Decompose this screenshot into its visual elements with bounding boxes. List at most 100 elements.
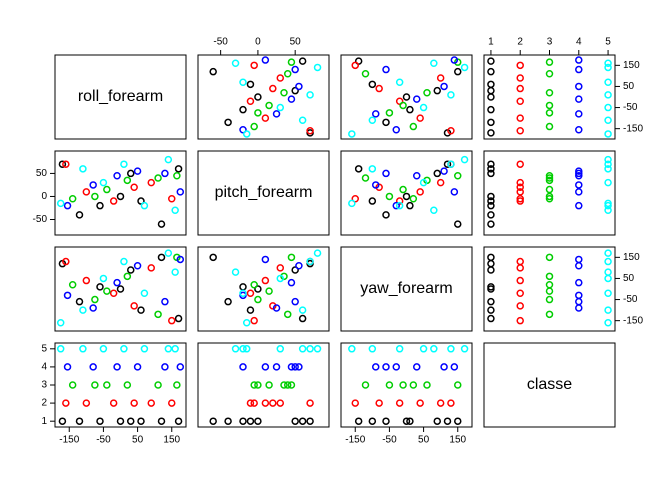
point bbox=[161, 297, 169, 306]
x-tick-label: -50 bbox=[382, 435, 397, 446]
point bbox=[604, 289, 612, 297]
point bbox=[395, 345, 404, 353]
point bbox=[109, 399, 118, 407]
point bbox=[298, 306, 307, 314]
point bbox=[368, 197, 377, 205]
point bbox=[487, 93, 495, 101]
point bbox=[306, 399, 314, 407]
point bbox=[433, 417, 441, 425]
point bbox=[395, 78, 404, 86]
point bbox=[402, 417, 411, 425]
x-tick-label: -150 bbox=[345, 435, 365, 446]
point bbox=[516, 316, 524, 325]
point bbox=[103, 287, 111, 295]
point bbox=[604, 274, 612, 283]
point bbox=[545, 58, 554, 66]
point bbox=[130, 399, 138, 407]
point bbox=[368, 345, 377, 353]
point bbox=[604, 206, 612, 215]
point bbox=[395, 399, 404, 407]
point bbox=[575, 297, 583, 306]
point bbox=[283, 310, 292, 319]
point bbox=[82, 276, 91, 285]
point bbox=[164, 345, 173, 353]
point bbox=[113, 171, 121, 180]
point bbox=[487, 297, 495, 306]
point bbox=[209, 67, 217, 76]
point bbox=[246, 306, 255, 314]
point bbox=[604, 116, 612, 124]
point bbox=[382, 417, 390, 425]
point bbox=[395, 197, 404, 205]
point bbox=[416, 188, 424, 196]
panel-frame bbox=[54, 246, 187, 332]
point bbox=[209, 253, 217, 262]
point bbox=[272, 363, 281, 371]
point bbox=[291, 86, 299, 95]
point bbox=[487, 253, 495, 262]
point bbox=[242, 130, 251, 138]
point bbox=[351, 195, 359, 203]
point bbox=[419, 178, 428, 187]
y-tick-label: 50 bbox=[623, 81, 635, 92]
point bbox=[440, 82, 448, 91]
point bbox=[516, 84, 524, 93]
point bbox=[382, 211, 390, 219]
point bbox=[413, 171, 421, 180]
point bbox=[79, 165, 87, 173]
y-tick-label: -50 bbox=[623, 294, 638, 305]
point bbox=[375, 84, 383, 93]
point bbox=[385, 192, 394, 201]
point bbox=[137, 417, 145, 425]
point bbox=[171, 268, 179, 276]
point bbox=[246, 417, 255, 425]
point bbox=[96, 417, 104, 425]
point bbox=[272, 304, 281, 312]
point bbox=[265, 381, 273, 389]
point bbox=[261, 399, 270, 407]
point bbox=[516, 302, 524, 310]
point bbox=[147, 178, 155, 187]
point bbox=[416, 399, 424, 407]
variable-label: yaw_forearm bbox=[360, 280, 452, 297]
point bbox=[103, 185, 111, 194]
point bbox=[174, 165, 183, 173]
point bbox=[250, 381, 258, 389]
point bbox=[89, 181, 97, 189]
point bbox=[368, 165, 377, 173]
point bbox=[79, 306, 87, 314]
y-tick-label: 150 bbox=[623, 60, 640, 71]
point bbox=[254, 295, 262, 304]
point bbox=[127, 417, 135, 425]
point bbox=[575, 110, 583, 118]
point bbox=[575, 56, 583, 64]
point bbox=[291, 297, 299, 306]
point bbox=[516, 289, 524, 297]
y-tick-label: 1 bbox=[41, 416, 47, 427]
point bbox=[113, 278, 121, 287]
point bbox=[604, 257, 612, 266]
point bbox=[174, 314, 183, 323]
point bbox=[351, 399, 359, 407]
point bbox=[604, 63, 612, 72]
x-tick-label: 50 bbox=[290, 37, 302, 48]
point bbox=[516, 188, 524, 196]
y-tick-label: -150 bbox=[623, 315, 643, 326]
y-tick-label: -50 bbox=[33, 214, 48, 225]
point bbox=[123, 272, 132, 281]
point bbox=[460, 345, 469, 353]
panel-frame bbox=[483, 150, 616, 236]
point bbox=[56, 345, 65, 353]
point bbox=[413, 363, 421, 371]
point bbox=[287, 253, 296, 262]
point bbox=[246, 97, 255, 105]
panel-frame bbox=[483, 342, 616, 428]
point bbox=[368, 80, 377, 89]
point bbox=[168, 195, 176, 203]
x-tick-label: 3 bbox=[547, 37, 553, 48]
point bbox=[295, 363, 303, 371]
point bbox=[575, 255, 583, 264]
point bbox=[269, 399, 277, 407]
point bbox=[154, 381, 162, 389]
